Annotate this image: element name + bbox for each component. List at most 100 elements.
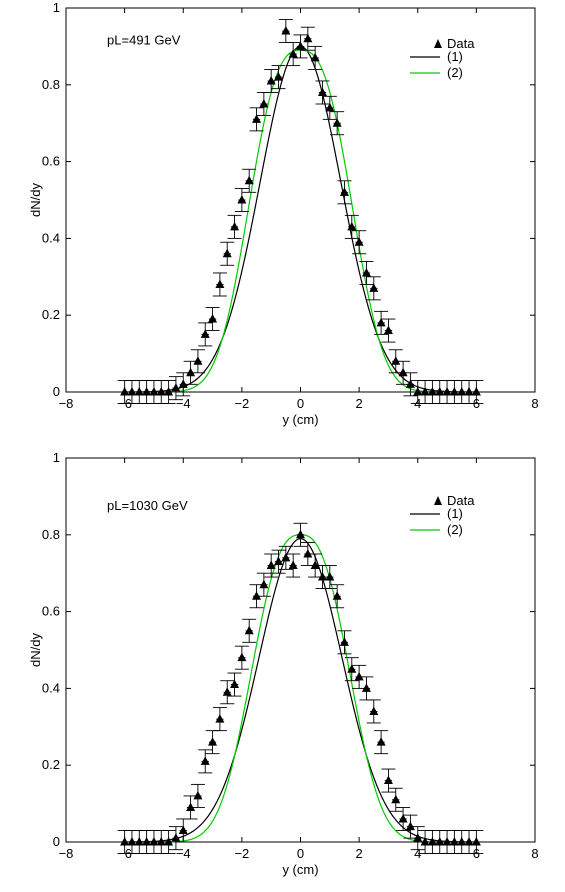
triangle-marker xyxy=(134,387,144,396)
data-point xyxy=(271,549,286,574)
legend: Data (1) (2) xyxy=(410,493,475,537)
annotation-pl-491: pL=491 GeV xyxy=(107,32,181,47)
triangle-marker xyxy=(186,802,196,811)
triangle-marker xyxy=(310,52,320,62)
triangle-marker xyxy=(120,387,130,396)
data-point xyxy=(359,676,374,701)
x-tick-label: −8 xyxy=(59,396,74,411)
data-point xyxy=(359,260,374,285)
triangle-marker xyxy=(244,625,254,635)
y-tick-label: 0.6 xyxy=(42,154,60,169)
triangle-marker xyxy=(156,837,166,846)
triangle-marker xyxy=(354,671,364,681)
data-point xyxy=(183,795,198,820)
data-point xyxy=(227,672,242,697)
triangle-marker xyxy=(208,737,218,746)
data-point xyxy=(278,545,293,570)
triangle-marker xyxy=(259,579,269,589)
plot-frame xyxy=(65,7,536,393)
data-point xyxy=(220,241,235,266)
data-point xyxy=(161,380,176,404)
triangle-marker xyxy=(193,790,203,800)
triangle-marker xyxy=(127,387,137,396)
triangle-marker xyxy=(281,26,291,35)
data-point xyxy=(308,45,323,70)
x-axis-label: y (cm) xyxy=(282,412,318,427)
triangle-marker xyxy=(171,833,181,842)
triangle-marker xyxy=(347,664,357,673)
triangle-marker xyxy=(427,387,437,396)
triangle-marker xyxy=(120,837,130,846)
triangle-marker xyxy=(274,556,284,566)
data-point xyxy=(190,783,205,808)
data-point xyxy=(264,553,279,578)
triangle-marker xyxy=(310,560,320,570)
triangle-marker xyxy=(442,387,452,396)
y-tick-label: 0.2 xyxy=(42,757,60,772)
data-point xyxy=(432,830,447,854)
data-point xyxy=(322,95,337,120)
data-point xyxy=(403,372,418,397)
triangle-marker xyxy=(376,737,386,746)
legend-label-model-2: (2) xyxy=(447,522,463,537)
curve-model-1 xyxy=(124,538,477,843)
triangle-marker xyxy=(339,637,349,646)
legend: Data (1) (2) xyxy=(410,36,475,80)
x-tick-label: 0 xyxy=(297,846,304,861)
triangle-marker xyxy=(369,283,379,292)
data-point xyxy=(256,92,271,116)
data-point xyxy=(374,730,389,755)
triangle-marker xyxy=(142,387,152,396)
triangle-marker xyxy=(347,221,357,231)
triangle-marker xyxy=(274,72,284,81)
y-tick-label: 0 xyxy=(53,384,60,399)
data-point xyxy=(256,572,271,597)
data-point xyxy=(366,276,381,301)
data-point xyxy=(234,645,249,670)
triangle-marker xyxy=(171,383,181,392)
legend-label-model-1: (1) xyxy=(447,506,463,521)
triangle-marker xyxy=(471,837,481,846)
data-point xyxy=(117,830,132,854)
data-point xyxy=(322,565,337,590)
data-point xyxy=(396,360,411,385)
triangle-marker xyxy=(457,387,467,396)
data-point xyxy=(212,707,227,732)
data-point xyxy=(344,214,359,239)
triangle-marker xyxy=(303,549,313,558)
y-tick-label: 0.8 xyxy=(42,77,60,92)
data-point xyxy=(198,322,213,347)
y-tick-label: 1 xyxy=(53,0,60,15)
data-point xyxy=(410,826,425,851)
x-tick-label: 2 xyxy=(356,396,363,411)
x-axis-label: y (cm) xyxy=(282,862,318,877)
x-tick-label: −4 xyxy=(176,846,191,861)
triangle-marker xyxy=(332,118,342,127)
triangle-marker xyxy=(215,714,225,723)
x-tick-label: 8 xyxy=(531,846,538,861)
triangle-marker xyxy=(339,187,349,196)
triangle-marker xyxy=(413,387,423,396)
triangle-marker xyxy=(244,175,254,185)
triangle-marker xyxy=(317,87,327,96)
triangle-marker xyxy=(332,591,342,600)
triangle-marker xyxy=(127,837,137,846)
data-point xyxy=(330,584,345,609)
data-point xyxy=(447,830,462,854)
legend-swatch-data xyxy=(434,496,442,505)
data-point xyxy=(168,826,183,851)
data-point xyxy=(381,318,396,343)
data-point xyxy=(293,34,308,59)
triangle-marker xyxy=(237,652,247,662)
triangle-marker xyxy=(178,825,188,834)
data-point xyxy=(366,699,381,724)
triangle-marker xyxy=(405,821,415,831)
triangle-marker xyxy=(427,837,437,846)
triangle-marker xyxy=(405,379,415,388)
data-point xyxy=(205,307,220,332)
triangle-marker xyxy=(464,837,474,846)
triangle-marker xyxy=(142,837,152,846)
plot-area: −8−6−4−20246800.20.40.60.81 xyxy=(42,450,539,861)
triangle-marker xyxy=(317,572,327,581)
data-point xyxy=(190,349,205,374)
